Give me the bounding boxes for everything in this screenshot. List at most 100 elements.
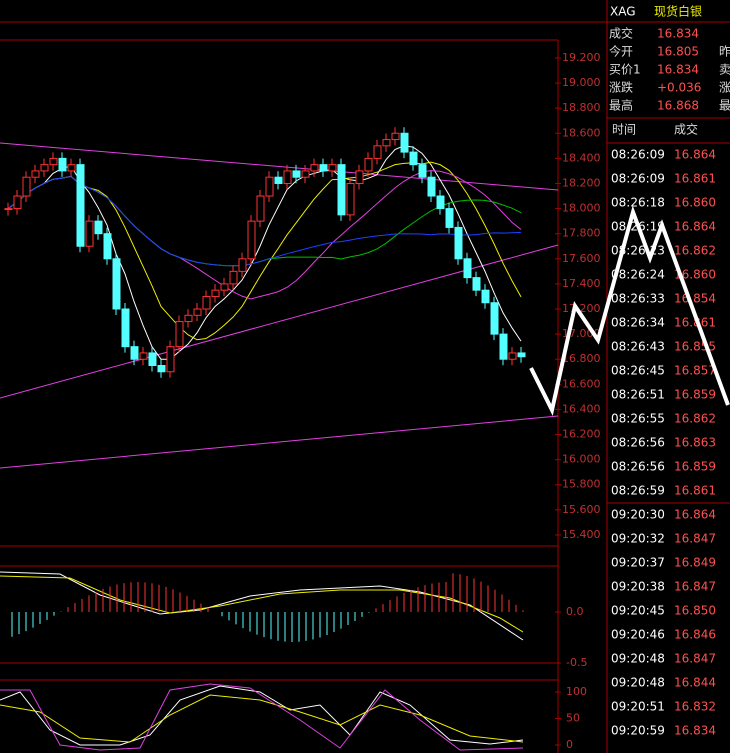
candle [373, 145, 382, 159]
candle [256, 195, 265, 222]
arrow-path [529, 205, 730, 416]
candle [175, 321, 184, 348]
trade-time: 08:26:51 [611, 388, 665, 402]
y-tick-label: 19.200 [562, 51, 601, 64]
kdj-tick-label: 0 [566, 738, 573, 751]
trade-price: 16.859 [674, 388, 716, 402]
candle [220, 283, 229, 291]
y-tick-label: 15.400 [562, 528, 601, 541]
y-tick-label: 17.800 [562, 227, 601, 240]
candle [139, 352, 148, 360]
trade-price: 16.859 [674, 460, 716, 474]
y-tick-label: 16.000 [562, 453, 601, 466]
candle [130, 346, 139, 360]
col-header: 时间 [612, 123, 636, 137]
trade-time: 08:26:18 [611, 196, 665, 210]
y-tick-label: 17.600 [562, 252, 601, 265]
trade-time: 08:26:43 [611, 340, 665, 354]
candle [490, 302, 499, 335]
trade-price: 16.857 [674, 364, 716, 378]
trade-price: 16.834 [674, 724, 716, 738]
candle [49, 157, 58, 166]
candle [391, 132, 400, 141]
candle [157, 364, 166, 373]
candle [166, 346, 175, 373]
candle [301, 170, 310, 178]
kdj-tick-label: 50 [566, 712, 580, 725]
quote-extra: 昨 [719, 45, 730, 59]
moving-average [7, 161, 522, 341]
y-tick-label: 18.200 [562, 176, 601, 189]
candle [103, 233, 112, 260]
trade-price: 16.850 [674, 604, 716, 618]
candle [40, 164, 49, 172]
trade-time: 09:20:46 [611, 628, 665, 642]
candle [355, 170, 364, 184]
quote-extra: 卖 [719, 63, 730, 77]
col-header: 成交 [674, 122, 698, 137]
candle [328, 164, 337, 172]
candle [445, 208, 454, 228]
trendline [0, 415, 559, 469]
candle [13, 195, 22, 210]
macd-dea [0, 575, 524, 633]
trade-time: 09:20:48 [611, 652, 665, 666]
trade-price: 16.861 [674, 172, 716, 186]
trade-price: 16.847 [674, 580, 716, 594]
kdj-tick-label: 100 [566, 685, 587, 698]
trade-time: 09:20:59 [611, 724, 665, 738]
candle [85, 220, 94, 247]
quote-value: 16.834 [657, 27, 699, 41]
candle [211, 289, 220, 297]
trade-time: 09:20:37 [611, 556, 665, 570]
trade-price: 16.847 [674, 652, 716, 666]
candle [112, 258, 121, 310]
y-tick-label: 19.000 [562, 76, 601, 89]
kdj-d [0, 694, 524, 743]
candle [418, 164, 427, 178]
trade-price: 16.864 [674, 148, 716, 162]
candle [76, 164, 85, 247]
quote-extra: 最 [719, 99, 730, 113]
candle [436, 195, 445, 210]
candle [346, 182, 355, 216]
candle [292, 170, 301, 178]
y-tick-label: 18.600 [562, 126, 601, 139]
trade-time: 08:26:55 [611, 412, 665, 426]
candle [463, 258, 472, 279]
trade-time: 09:20:38 [611, 580, 665, 594]
candle [94, 220, 103, 235]
trade-price: 16.861 [674, 484, 716, 498]
trade-price: 16.847 [674, 532, 716, 546]
trade-time: 09:20:45 [611, 604, 665, 618]
candle [31, 170, 40, 178]
quote-label: 买价1 [609, 63, 641, 77]
candle [508, 352, 517, 360]
trade-price: 16.864 [674, 220, 716, 234]
y-tick-label: 16.600 [562, 377, 601, 390]
candle [409, 151, 418, 166]
candle [238, 258, 247, 272]
candle [121, 308, 130, 348]
quote-value: +0.036 [657, 81, 701, 95]
candle [202, 295, 211, 310]
trade-time: 08:26:34 [611, 316, 665, 330]
y-tick-label: 18.400 [562, 151, 601, 164]
trade-time: 09:20:30 [611, 508, 665, 522]
y-tick-label: 17.400 [562, 277, 601, 290]
moving-average [7, 175, 522, 267]
candle [4, 208, 13, 211]
quote-label: 最高 [609, 98, 633, 113]
trade-price: 16.846 [674, 628, 716, 642]
quote-value: 16.805 [657, 45, 699, 59]
trade-price: 16.863 [674, 436, 716, 450]
y-tick-label: 16.400 [562, 402, 601, 415]
candle [193, 308, 202, 316]
candle [382, 139, 391, 147]
candle [310, 164, 319, 172]
quote-label: 今开 [609, 44, 633, 59]
candle [58, 157, 67, 172]
y-tick-label: 18.800 [562, 101, 601, 114]
trade-price: 16.860 [674, 268, 716, 282]
